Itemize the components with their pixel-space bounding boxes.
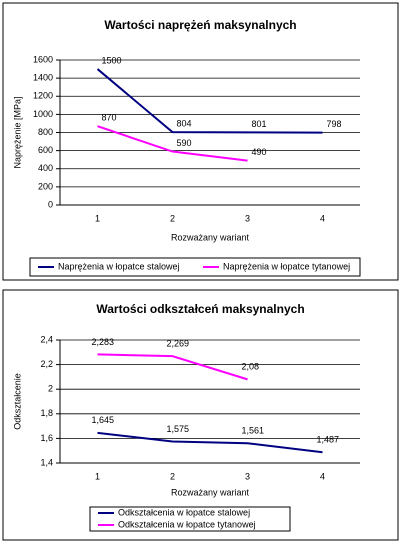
series-line <box>97 431 323 454</box>
data-label: 1,561 <box>242 426 265 436</box>
data-label: 804 <box>177 119 192 129</box>
data-label: 801 <box>252 119 267 129</box>
x-tick-label: 2 <box>170 213 175 223</box>
x-tick-label: 1 <box>95 213 100 223</box>
data-label: 2,283 <box>92 337 115 347</box>
y-tick-label: 200 <box>38 181 53 191</box>
data-label: 870 <box>102 113 117 123</box>
y-tick-label: 1000 <box>33 109 53 119</box>
x-tick-label: 2 <box>170 471 175 481</box>
x-tick-label: 4 <box>320 471 325 481</box>
legend-label: Odkształcenia w łopatce tytanowej <box>118 519 256 529</box>
y-tick-label: 600 <box>38 145 53 155</box>
data-label: 490 <box>252 147 267 157</box>
data-label: 1,575 <box>167 424 190 434</box>
data-label: 1500 <box>102 55 122 65</box>
chart-title: Wartości odkształceń maksynalnych <box>96 302 304 316</box>
x-tick-label: 3 <box>245 213 250 223</box>
y-tick-label: 2,2 <box>40 359 53 369</box>
data-label: 590 <box>177 138 192 148</box>
y-axis-title: Naprężenie [MPa] <box>12 96 22 168</box>
y-tick-label: 800 <box>38 127 53 137</box>
chart-frame <box>2 289 399 541</box>
y-tick-label: 2,4 <box>40 334 53 344</box>
x-tick-label: 1 <box>95 471 100 481</box>
y-tick-label: 400 <box>38 163 53 173</box>
x-tick-label: 4 <box>320 213 325 223</box>
legend-box <box>29 257 361 277</box>
legend-label: Odkształcenia w łopatce stalowej <box>118 507 250 517</box>
legend-box <box>89 506 291 532</box>
series-line <box>97 353 248 381</box>
legend-label: Naprężenia w łopatce stalowej <box>58 261 180 271</box>
chart-frame <box>2 2 399 281</box>
legend-label: Naprężenia w łopatce tytanowej <box>223 261 350 271</box>
x-tick-label: 3 <box>245 471 250 481</box>
series-line <box>97 125 248 162</box>
y-tick-label: 1,6 <box>40 433 53 443</box>
x-axis-title: Rozważany wariant <box>171 487 250 497</box>
y-tick-label: 1600 <box>33 54 53 64</box>
y-axis-title: Odkształcenie <box>12 373 22 430</box>
data-label: 2,269 <box>167 338 190 348</box>
series-line <box>96 68 323 134</box>
data-label: 1,487 <box>317 435 340 445</box>
y-tick-label: 1,4 <box>40 457 53 467</box>
y-tick-label: 2 <box>48 384 53 394</box>
data-label: 1,645 <box>92 415 115 425</box>
y-tick-label: 0 <box>48 199 53 209</box>
y-tick-label: 1400 <box>33 73 53 83</box>
y-tick-label: 1,8 <box>40 408 53 418</box>
data-label: 798 <box>327 119 342 129</box>
data-label: 2,08 <box>242 362 260 372</box>
chart-title: Wartości naprężeń maksynalnych <box>104 18 296 32</box>
y-tick-label: 1200 <box>33 91 53 101</box>
x-axis-title: Rozważany wariant <box>171 232 250 242</box>
